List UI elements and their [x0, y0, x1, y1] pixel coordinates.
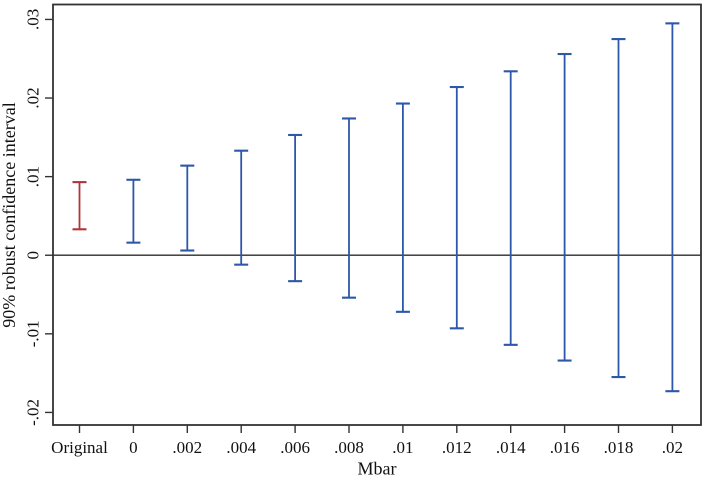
x-tick-label: Original: [51, 438, 108, 457]
error-bar-original: [72, 181, 87, 231]
x-tick-label: .012: [442, 438, 472, 457]
error-bar-0.014: [503, 70, 518, 346]
x-tick-label: .008: [334, 438, 364, 457]
y-tick-label: -.01: [24, 320, 43, 347]
error-bar-0: [126, 178, 141, 244]
x-tick-label: 0: [129, 438, 138, 457]
error-bar-0.018: [611, 38, 626, 379]
x-tick-label: .004: [226, 438, 256, 457]
y-axis: -.02 -.01 0 .01 .02 .03: [24, 9, 53, 426]
y-tick-label: .01: [24, 166, 43, 187]
error-bar-0.002: [180, 164, 195, 252]
x-axis-title: Mbar: [358, 459, 397, 479]
error-bar-0.006: [288, 133, 303, 283]
error-bar-0.012: [449, 85, 464, 330]
x-axis: Original 0 .002 .004 .006 .008 .01 .012 .014 .016…: [51, 425, 683, 457]
x-tick-label: .016: [550, 438, 580, 457]
error-bar-0.004: [234, 149, 249, 266]
error-bar-0.02: [665, 22, 680, 393]
y-tick-label: .03: [24, 9, 43, 30]
x-tick-label: .006: [280, 438, 310, 457]
error-bar-0.01: [395, 102, 410, 313]
y-tick-label: .02: [24, 87, 43, 108]
y-tick-label: -.02: [24, 399, 43, 426]
x-tick-label: .014: [496, 438, 526, 457]
y-axis-title: 90% robust confidence interval: [0, 102, 19, 327]
plot-border: [52, 3, 702, 426]
error-bar-0.016: [557, 52, 572, 362]
x-tick-label: .02: [662, 438, 683, 457]
x-tick-label: .018: [604, 438, 634, 457]
x-tick-label: .01: [392, 438, 413, 457]
x-tick-label: .002: [172, 438, 202, 457]
y-tick-label: 0: [24, 251, 43, 259]
error-bar-0.008: [342, 117, 356, 299]
